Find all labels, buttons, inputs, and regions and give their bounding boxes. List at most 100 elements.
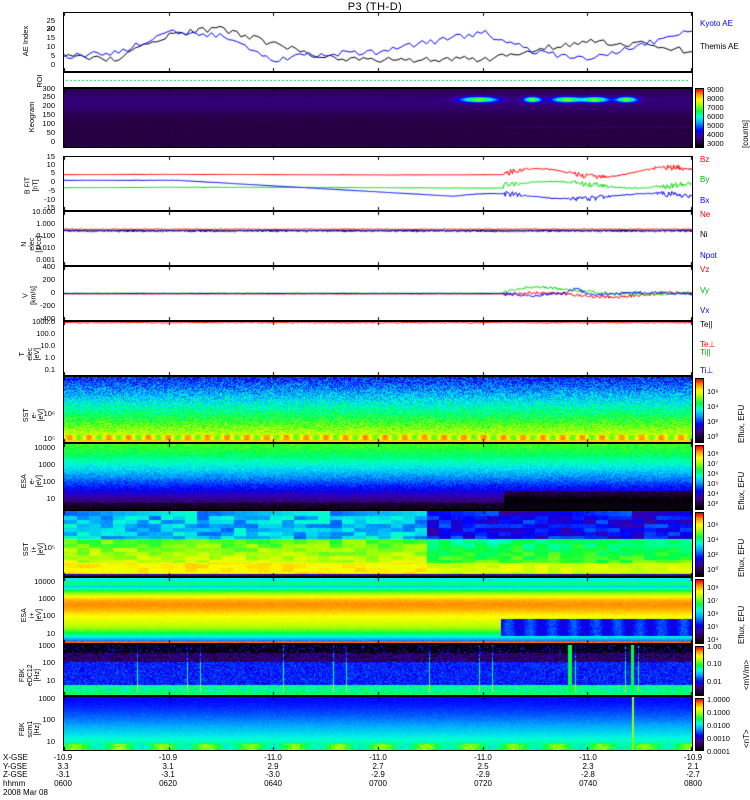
cblabel-esai: 10⁵ <box>707 622 719 631</box>
cblabel-fbks: 1.0000 <box>707 695 730 704</box>
ytick-sste: 10⁵ <box>43 434 55 443</box>
cbunit-sste: Eflux, EFU <box>737 404 746 443</box>
colorbar-sst-electron <box>695 378 704 443</box>
panel-ae-index <box>63 12 693 72</box>
cblabel-fbks: 0.1000 <box>707 708 730 717</box>
ytick-t: 1000.0 <box>32 317 55 326</box>
ytick-ae: 0 <box>50 60 55 69</box>
legend-te-perp: Te⊥ <box>700 340 716 349</box>
cblabel-sste: 10⁴ <box>707 402 719 411</box>
cbunit-ssti: Eflux, EFU <box>737 538 746 577</box>
colorbar-fbk-edc12 <box>695 646 704 696</box>
cbunit-fbke: <mV/m> <box>742 659 750 690</box>
panel-esa-electron <box>63 443 693 510</box>
xaxis-tick-zgse: -3.1 <box>161 770 175 779</box>
ytick-fbks: 10 <box>46 737 55 746</box>
cblabel-esai: 10⁶ <box>707 609 719 618</box>
cblabel-fbke: 0.10 <box>707 659 722 668</box>
ytick-fbke: 10 <box>46 676 55 685</box>
colorbar-esa-ion <box>695 579 704 644</box>
xaxis-tick-xgse: -11.0 <box>579 753 597 762</box>
xaxis-tick-ygse: 3.3 <box>57 762 69 771</box>
ytick-b: -15 <box>44 203 55 212</box>
panel-esa-ion <box>63 577 693 644</box>
cblabel-keogram: 4000 <box>707 130 724 139</box>
legend-npot: Npot <box>700 251 717 260</box>
cblabel-sste: 10⁶ <box>707 387 719 396</box>
cblabel-ssti: 10⁶ <box>707 520 719 529</box>
ytick-ssti: 10⁵ <box>43 543 55 552</box>
xaxis-tick-ygse: 2.3 <box>582 762 594 771</box>
cblabel-keogram: 3000 <box>707 139 724 148</box>
ytick-v: -200 <box>39 301 55 310</box>
xaxis-row-label-hhmm: hhmm <box>3 779 26 788</box>
ytick-esai: 100 <box>42 611 55 620</box>
cblabel-sste: 10² <box>707 417 718 426</box>
ytick-esai: 10000 <box>34 577 55 586</box>
xaxis-tick-zgse: -2.8 <box>581 770 595 779</box>
xaxis-tick-time: 0720 <box>474 779 492 788</box>
xaxis-tick-time: 0600 <box>54 779 72 788</box>
ytick-ae: 10 <box>46 42 55 51</box>
ytick-b: 10 <box>46 160 55 169</box>
cblabel-keogram: 6000 <box>707 112 724 121</box>
xaxis-tick-xgse: -11.0 <box>264 753 282 762</box>
ytick-keogram: 0 <box>50 137 55 146</box>
cblabel-keogram: 5000 <box>707 121 724 130</box>
cbunit-esae: Eflux, EFU <box>737 471 746 510</box>
ytick-esai: 10 <box>46 629 55 638</box>
ytick-b: -5 <box>48 186 55 195</box>
xaxis-tick-xgse: -10.9 <box>683 753 703 762</box>
cblabel-sste: 10⁰ <box>707 432 719 441</box>
ytick-esae: 10 <box>46 494 55 503</box>
ytick-fbks: 1000 <box>38 694 55 703</box>
cblabel-esae: 10³ <box>707 499 718 508</box>
cblabel-ssti: 10² <box>707 550 718 559</box>
ytick-keogram: 250 <box>42 92 55 101</box>
panel-temperature <box>63 321 693 376</box>
ytick-n: 1.000 <box>36 219 55 228</box>
ytick-b: 15 <box>46 152 55 161</box>
xaxis-date: 2008 Mar 08 <box>3 788 48 797</box>
ytick-v: -400 <box>39 314 55 323</box>
xaxis-tick-ygse: 2.7 <box>372 762 384 771</box>
colorbar-sst-ion <box>695 512 704 577</box>
legend-vy: Vy <box>700 286 710 295</box>
legend-kyoto-ae: Kyoto AE <box>700 19 733 28</box>
ytick-b: 5 <box>50 168 55 177</box>
xaxis-tick-ygse: 2.1 <box>687 762 699 771</box>
xaxis-row-label-y: Y-GSE <box>3 762 28 771</box>
page-title: P3 (TH-D) <box>347 1 403 13</box>
cblabel-esae: 10⁶ <box>707 469 719 478</box>
ytick-esae: 1000 <box>38 460 55 469</box>
legend-te-par: Te|| <box>700 320 713 329</box>
ytick-ae: 5 <box>50 51 55 60</box>
cblabel-esae: 10⁵ <box>707 479 719 488</box>
cblabel-ssti: 10⁰ <box>707 565 719 574</box>
cblabel-esae: 10⁸ <box>707 449 719 458</box>
xaxis-tick-zgse: -2.9 <box>476 770 490 779</box>
legend-bx: Bx <box>700 196 710 205</box>
panel-b-fit <box>63 156 693 211</box>
cblabel-fbks: 0.0100 <box>707 721 730 730</box>
ytick-n: 0.100 <box>36 231 55 240</box>
cblabel-esai: 10⁸ <box>707 583 719 592</box>
xaxis-tick-zgse: -2.9 <box>371 770 385 779</box>
ytick-t: 1.0 <box>44 353 55 362</box>
cblabel-esae: 10⁷ <box>707 459 719 468</box>
ytick-esai: 1000 <box>38 594 55 603</box>
xaxis-tick-xgse: -11.0 <box>474 753 492 762</box>
panel-sst-ion <box>63 510 693 577</box>
panel-keogram <box>63 88 693 148</box>
ytick-ae: 25 <box>46 16 55 25</box>
colorbar-fbk-scm1 <box>695 698 704 751</box>
ytick-t: 0.1 <box>44 365 55 374</box>
legend-ti-par: Ti|| <box>700 348 711 357</box>
xaxis-tick-zgse: -3.1 <box>56 770 70 779</box>
ytick-keogram: 300 <box>42 84 55 93</box>
xaxis-tick-xgse: -10.9 <box>53 753 73 762</box>
cblabel-fbke: 0.01 <box>707 677 722 686</box>
ytick-v: 400 <box>42 262 55 271</box>
ytick-b: -10 <box>44 195 55 204</box>
